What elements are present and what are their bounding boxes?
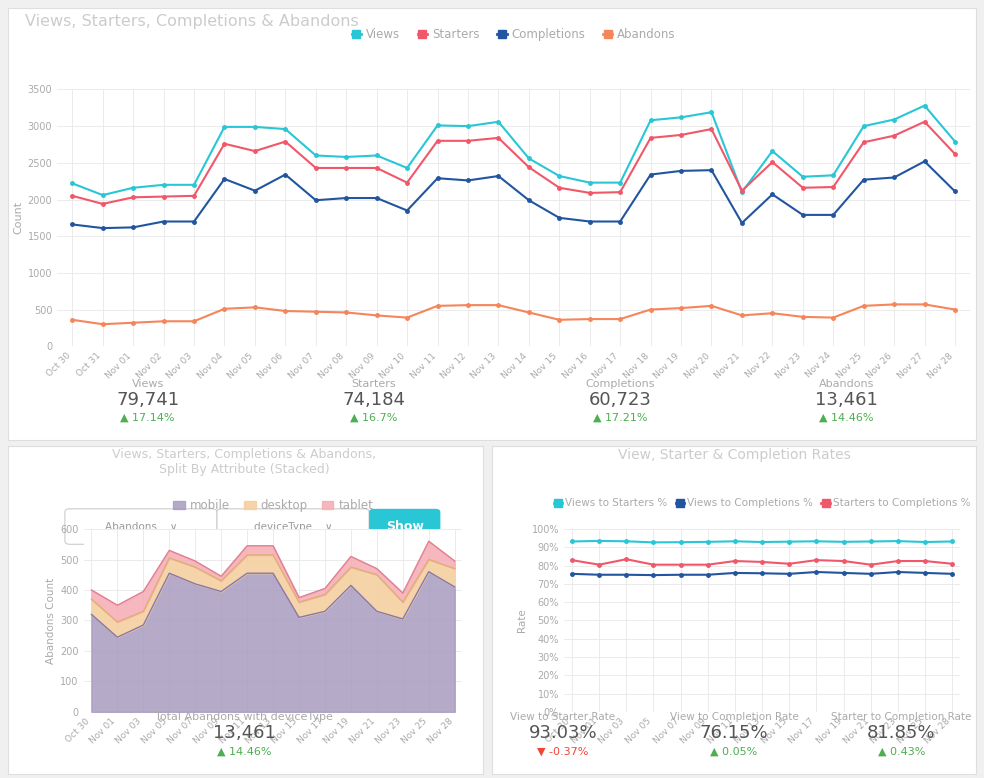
Text: Views, Starters, Completions & Abandons,
Split By Attribute (Stacked): Views, Starters, Completions & Abandons,… bbox=[112, 448, 376, 476]
Text: ▲ 17.14%: ▲ 17.14% bbox=[120, 413, 175, 423]
Legend: Views to Starters %, Views to Completions %, Starters to Completions %: Views to Starters %, Views to Completion… bbox=[550, 494, 974, 513]
Text: ▲ 14.46%: ▲ 14.46% bbox=[819, 413, 874, 423]
FancyBboxPatch shape bbox=[369, 509, 441, 545]
Y-axis label: Rate: Rate bbox=[518, 608, 527, 633]
Text: 81.85%: 81.85% bbox=[867, 724, 936, 741]
Text: Views, Starters, Completions & Abandons: Views, Starters, Completions & Abandons bbox=[25, 14, 358, 29]
Legend: Views, Starters, Completions, Abandons: Views, Starters, Completions, Abandons bbox=[347, 23, 680, 46]
Text: View, Starter & Completion Rates: View, Starter & Completion Rates bbox=[618, 448, 850, 462]
Text: View to Starter Rate: View to Starter Rate bbox=[511, 713, 615, 723]
Text: View to Completion Rate: View to Completion Rate bbox=[670, 713, 798, 723]
Text: ▲ 17.21%: ▲ 17.21% bbox=[592, 413, 647, 423]
Y-axis label: Abandons Count: Abandons Count bbox=[46, 577, 56, 664]
Text: 74,184: 74,184 bbox=[342, 391, 405, 408]
Text: ▲ 16.7%: ▲ 16.7% bbox=[350, 413, 398, 423]
Text: ▲ 14.46%: ▲ 14.46% bbox=[216, 747, 272, 757]
Text: Total Abandons with deviceType: Total Abandons with deviceType bbox=[155, 713, 333, 723]
Y-axis label: Count: Count bbox=[14, 202, 24, 234]
Text: 76.15%: 76.15% bbox=[700, 724, 769, 741]
FancyBboxPatch shape bbox=[217, 509, 369, 545]
Text: 13,461: 13,461 bbox=[815, 391, 878, 408]
Text: ▲ 0.05%: ▲ 0.05% bbox=[710, 747, 758, 757]
Text: Show: Show bbox=[386, 520, 424, 533]
Legend: mobile, desktop, tablet: mobile, desktop, tablet bbox=[168, 495, 378, 517]
Text: Abandons: Abandons bbox=[819, 380, 874, 390]
Text: 13,461: 13,461 bbox=[213, 724, 276, 741]
FancyBboxPatch shape bbox=[65, 509, 217, 545]
Text: Starter to Completion Rate: Starter to Completion Rate bbox=[831, 713, 971, 723]
Text: ▼ -0.37%: ▼ -0.37% bbox=[537, 747, 588, 757]
Text: ▲ 0.43%: ▲ 0.43% bbox=[878, 747, 925, 757]
Text: 60,723: 60,723 bbox=[588, 391, 651, 408]
Text: Starters: Starters bbox=[351, 380, 397, 390]
Text: 93.03%: 93.03% bbox=[528, 724, 597, 741]
Text: 79,741: 79,741 bbox=[116, 391, 179, 408]
Text: Completions: Completions bbox=[585, 380, 654, 390]
Text: deviceType    ∨: deviceType ∨ bbox=[254, 521, 333, 531]
Text: Abandons    ∨: Abandons ∨ bbox=[104, 521, 177, 531]
Text: Views: Views bbox=[132, 380, 163, 390]
